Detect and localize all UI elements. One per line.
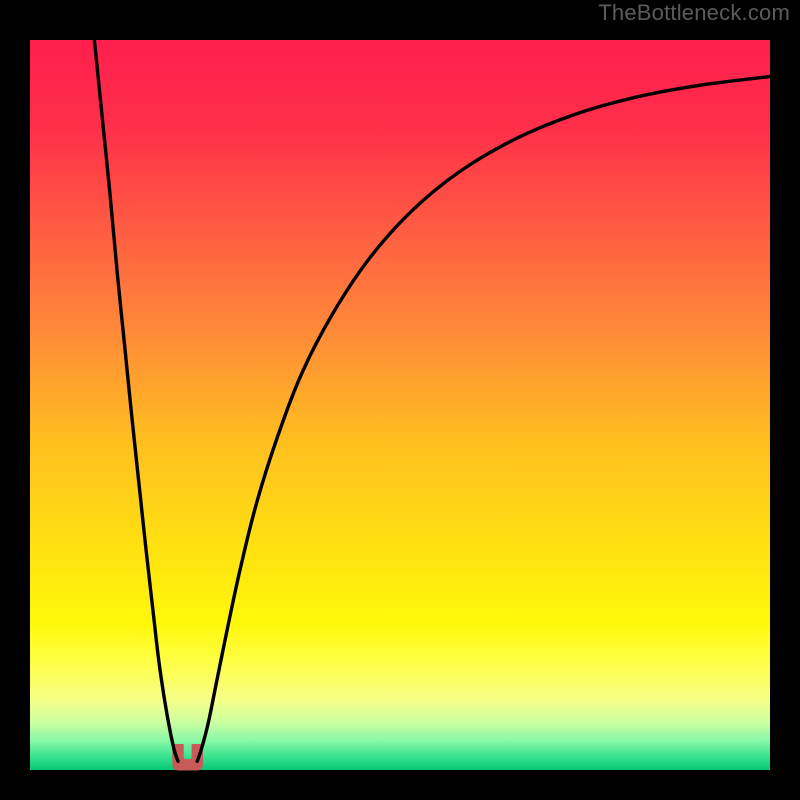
chart-container: TheBottleneck.com xyxy=(0,0,800,800)
gradient-plot-area xyxy=(30,40,770,770)
chart-svg xyxy=(0,0,800,800)
watermark-text: TheBottleneck.com xyxy=(598,0,790,26)
